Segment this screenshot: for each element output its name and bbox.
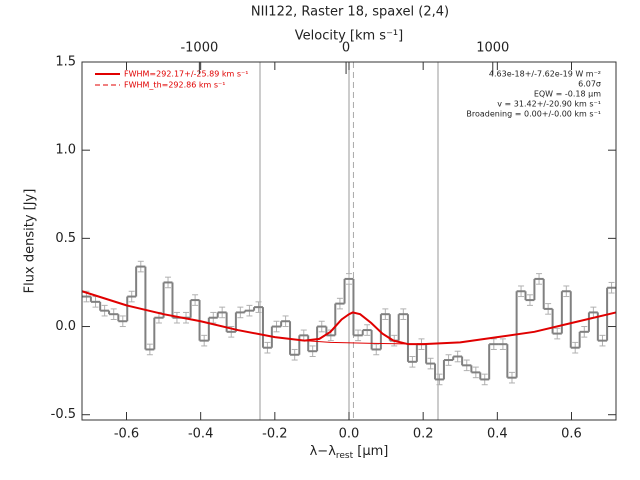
y-tick-label: 0.5	[55, 231, 76, 246]
legend-label: FWHM_th=292.86 km s⁻¹	[124, 81, 225, 90]
fit-line	[304, 340, 424, 345]
y-tick-label: -0.5	[51, 407, 76, 422]
y-tick-label: 1.5	[55, 55, 76, 70]
x2-tick-label: 0	[342, 41, 350, 56]
chart-title: NII122, Raster 18, spaxel (2,4)	[251, 5, 449, 20]
x-tick-label: 0.4	[487, 427, 508, 442]
x-tick-label: 0.2	[413, 427, 434, 442]
x-tick-label: -0.2	[262, 427, 287, 442]
x-label-unit: [μm]	[353, 444, 388, 459]
x2-axis-label: Velocity [km s⁻¹]	[295, 29, 403, 44]
legend-label: FWHM=292.17+/-25.89 km s⁻¹	[124, 70, 248, 79]
annotation: v = 31.42+/-20.90 km s⁻¹	[497, 100, 601, 109]
x-tick-label: -0.4	[188, 427, 213, 442]
x-label-sub: rest	[336, 451, 354, 461]
annotation: 4.63e-18+/-7.62e-19 W m⁻²	[489, 70, 601, 79]
annotation: Broadening = 0.00+/-0.00 km s⁻¹	[466, 110, 601, 119]
y-axis-label: Flux density [Jy]	[23, 189, 38, 294]
annotation: 6.07σ	[578, 80, 601, 89]
y-tick-label: 0.0	[55, 319, 76, 334]
x2-tick-label: -1000	[180, 41, 218, 56]
x-tick-label: -0.6	[114, 427, 139, 442]
x2-tick-label: 1000	[476, 41, 509, 56]
fit-line	[81, 290, 617, 346]
x-tick-label: 0.0	[339, 427, 360, 442]
y-tick-label: 1.0	[55, 143, 76, 158]
x-label-main: λ−λ	[310, 444, 337, 459]
x-axis-label: λ−λrest [μm]	[310, 444, 389, 461]
x-tick-label: 0.6	[561, 427, 582, 442]
annotation: EQW = -0.18 μm	[534, 90, 601, 99]
